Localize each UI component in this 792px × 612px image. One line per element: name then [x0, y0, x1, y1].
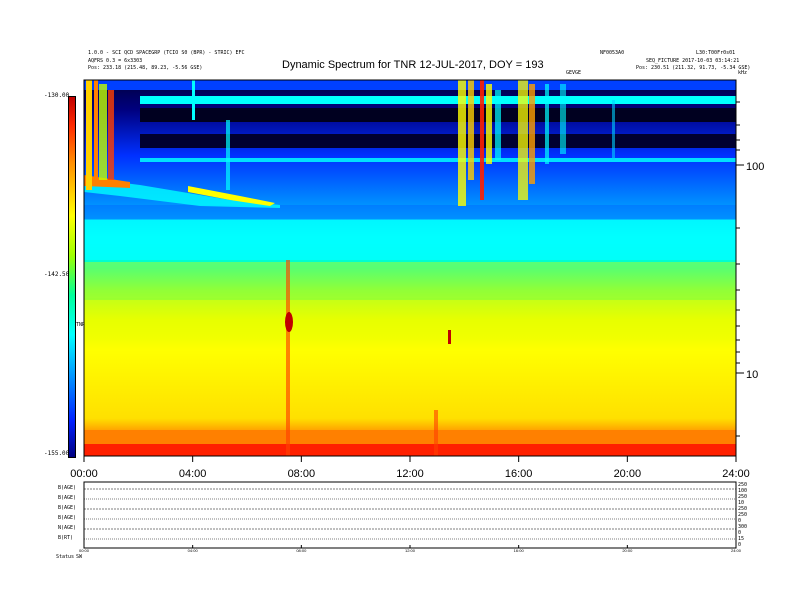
- lower-right-label: 0: [738, 530, 742, 536]
- emission-band-diffuse: [84, 178, 280, 208]
- lower-row-label: N(AGE): [58, 525, 77, 531]
- info-right-line2: SEQ_FICTURE 2017-10-03 03:14:21: [646, 58, 740, 64]
- burst-0730-stem: [286, 260, 290, 456]
- band-blue-transition: [84, 205, 736, 219]
- burst-early-4: [108, 90, 114, 180]
- info-right-line3: Pos: 230.51 (211.32, 91.73, -5.34 GSE): [636, 65, 751, 71]
- info-left-line1: 1.0.0 - SCI QCD SPACEGRP (TCIO S0 (BPR) …: [88, 50, 245, 56]
- lower-right-label: 10: [738, 500, 745, 506]
- lower-row-label: B(RT): [58, 535, 74, 541]
- status-value: SW: [76, 554, 83, 560]
- y-tick-10: 10: [746, 369, 758, 381]
- burst-1600-a: [518, 80, 528, 200]
- burst-1440: [480, 80, 484, 200]
- lower-right-label: 250: [738, 512, 748, 518]
- x-tick-label: 16:00: [505, 468, 533, 480]
- info-left-line3: Pos: 233.18 (215.48, 89.23, -5.56 GSE): [88, 65, 203, 71]
- lower-panel-frame: [83, 481, 737, 549]
- x-tick-label: 12:00: [396, 468, 424, 480]
- lower-right-label: 100: [738, 488, 748, 494]
- x-tick-label: 20:00: [614, 468, 642, 480]
- colorbar-mid-label: -142.50: [44, 271, 70, 278]
- lower-x-tick-label: 08:00: [296, 548, 307, 553]
- band-orange-bottom: [84, 430, 736, 444]
- band-cyan-wide: [84, 220, 736, 260]
- lower-right-label: 300: [738, 524, 748, 530]
- y-axis-ticks: [736, 101, 744, 437]
- lower-row-label: B(AGE): [58, 505, 77, 511]
- lower-x-tick-label: 04:00: [188, 548, 199, 553]
- burst-1450: [486, 84, 492, 164]
- lower-right-label: 15: [738, 536, 745, 542]
- band-dark-2: [140, 134, 736, 148]
- lower-x-tick-label: 16:00: [514, 548, 525, 553]
- colorbar-min-label: -155.00: [44, 450, 70, 457]
- emission-band-yellow: [188, 186, 275, 206]
- y-tick-100: 100: [746, 161, 764, 173]
- x-tick-label: 08:00: [288, 468, 316, 480]
- burst-1700: [560, 84, 566, 154]
- streak-cyan-2: [226, 120, 230, 190]
- lower-row-label: B(AGE): [58, 515, 77, 521]
- lower-right-label: 0: [738, 518, 742, 524]
- lower-x-tick-label: 20:00: [622, 548, 633, 553]
- info-left-line2: AQFRS 0.3 = 6x3303: [88, 58, 143, 64]
- band-red-bottom: [84, 444, 736, 456]
- burst-1600-b: [529, 84, 535, 184]
- streak-1930: [612, 100, 615, 160]
- page-title: Dynamic Spectrum for TNR 12-JUL-2017, DO…: [282, 59, 544, 71]
- lower-row-label: B(AGE): [58, 495, 77, 501]
- band-cyan-top: [140, 96, 736, 104]
- colorbar: [68, 96, 76, 458]
- band-cyan-mid: [140, 158, 736, 162]
- lower-panel-traces: 00:00 04:00 08:00 12:00 16:00 20:00 24:00: [79, 488, 742, 553]
- burst-1430-a: [458, 80, 466, 206]
- lower-row-label: B(AGE): [58, 485, 77, 491]
- burst-1300-stem: [434, 410, 438, 456]
- burst-1500: [495, 90, 501, 160]
- band-top-blue: [84, 80, 736, 90]
- burst-1320: [448, 330, 451, 344]
- lower-right-label: 250: [738, 482, 748, 488]
- x-axis-ticks: 00:00 04:00 08:00 12:00 16:00 20:00 24:00: [70, 456, 750, 480]
- lower-right-label: 250: [738, 506, 748, 512]
- colorbar-max-label: -130.00: [44, 92, 70, 99]
- x-tick-label: 04:00: [179, 468, 207, 480]
- info-right-top-a: NF0053A0: [600, 50, 625, 56]
- info-right-top-b: L30:T00Fr0s01: [696, 50, 736, 56]
- lower-right-label: 0: [738, 542, 742, 548]
- burst-1630: [545, 84, 549, 164]
- lower-right-label: 250: [738, 494, 748, 500]
- burst-early-3: [99, 84, 107, 180]
- unit-right-label: kHz: [738, 70, 748, 76]
- lower-x-tick-label: 00:00: [79, 548, 90, 553]
- burst-early-1: [86, 80, 92, 190]
- burst-early-2: [94, 80, 98, 180]
- status-label: Status: [56, 554, 75, 560]
- x-tick-label: 24:00: [722, 468, 750, 480]
- unit-label: GEVGE: [566, 70, 582, 76]
- colorbar-side-label: TNR: [76, 322, 86, 328]
- band-green: [84, 262, 736, 298]
- streak-cyan-1: [192, 80, 195, 120]
- band-yellow-green: [84, 300, 736, 340]
- burst-1430-b: [468, 80, 474, 180]
- burst-0730: [285, 312, 293, 332]
- lower-x-tick-label: 12:00: [405, 548, 416, 553]
- band-dark-1: [140, 108, 736, 122]
- x-tick-label: 00:00: [70, 468, 98, 480]
- lower-x-tick-label: 24:00: [731, 548, 742, 553]
